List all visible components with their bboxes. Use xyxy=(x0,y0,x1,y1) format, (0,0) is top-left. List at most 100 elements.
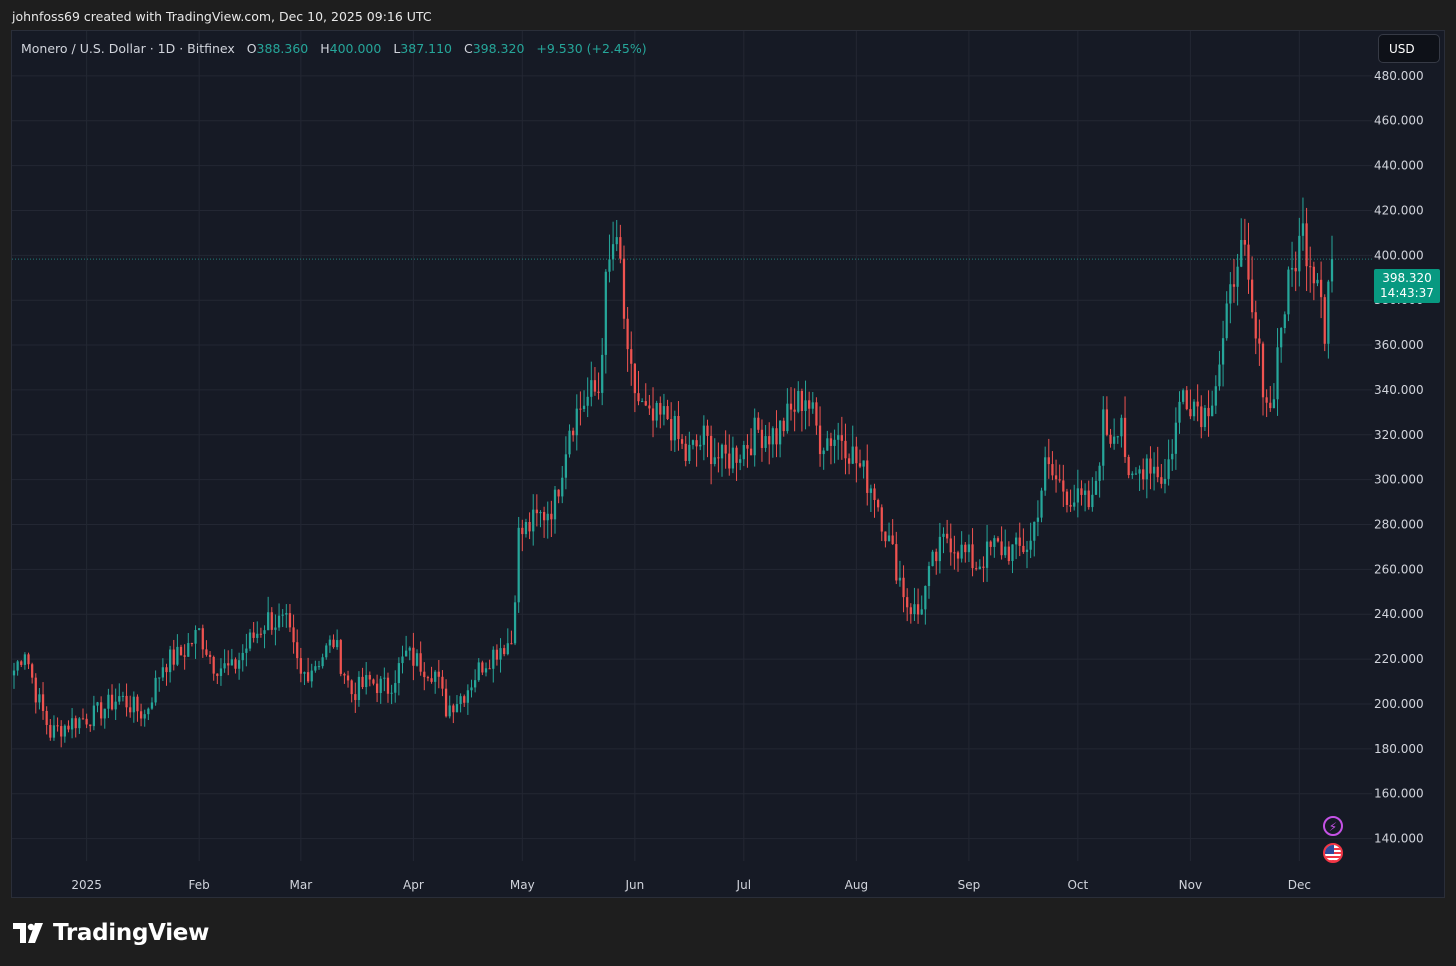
candle-body xyxy=(328,639,332,646)
candle xyxy=(85,713,88,729)
candle xyxy=(1265,389,1268,418)
candle xyxy=(455,695,459,713)
price-chart[interactable]: 140.000 160.000 180.000 200.000 220.000 240.0… xyxy=(12,31,1445,898)
candle-body xyxy=(187,643,190,657)
candle xyxy=(237,652,241,680)
chart-frame[interactable]: 140.000 160.000 180.000 200.000 220.000 240.0… xyxy=(11,30,1445,898)
candle-body xyxy=(441,676,444,689)
x-tick-label: May xyxy=(510,878,535,892)
candle xyxy=(659,396,662,429)
y-axis: 140.000 160.000 180.000 200.000 220.000 240.0… xyxy=(1374,69,1424,846)
candle-body xyxy=(1290,267,1294,270)
candle xyxy=(161,658,164,681)
candle-body xyxy=(12,670,16,676)
candle xyxy=(92,695,96,731)
candle-body xyxy=(1069,504,1072,507)
candle xyxy=(528,512,531,540)
candle xyxy=(169,645,172,683)
tradingview-logo[interactable]: TradingView xyxy=(13,920,209,946)
candle-body xyxy=(1091,494,1094,508)
candle xyxy=(673,410,676,452)
candle xyxy=(1094,471,1098,495)
candle xyxy=(310,663,313,688)
candle-body xyxy=(1058,479,1061,481)
candle xyxy=(328,635,332,653)
candle-body xyxy=(63,725,66,737)
candle xyxy=(1011,544,1014,574)
candle xyxy=(720,443,724,477)
candle xyxy=(920,595,923,615)
candle xyxy=(539,510,542,528)
candle xyxy=(902,565,905,613)
candle xyxy=(477,658,480,682)
candle-body xyxy=(1131,473,1134,476)
candle-body xyxy=(597,391,600,393)
candle xyxy=(1120,414,1123,448)
candle xyxy=(441,670,444,697)
last-price-tag: 398.320 14:43:37 xyxy=(1374,269,1440,303)
candle xyxy=(1254,300,1257,355)
candle-body xyxy=(1309,266,1312,268)
y-tick-label: 240.000 xyxy=(1374,607,1424,621)
candle-body xyxy=(1156,466,1159,478)
candle-body xyxy=(826,438,829,451)
candle-body xyxy=(1203,407,1207,428)
candle-body xyxy=(546,513,549,521)
candle xyxy=(401,645,404,674)
candle xyxy=(1182,388,1185,405)
candle-body xyxy=(165,667,168,673)
us-flag-icon[interactable] xyxy=(1323,843,1343,863)
candle-body xyxy=(713,457,716,465)
candle-body xyxy=(1294,267,1297,272)
candle xyxy=(1087,480,1090,510)
candle-body xyxy=(343,673,346,676)
close-key: C xyxy=(463,41,473,56)
candle xyxy=(1025,540,1029,569)
candle xyxy=(564,436,568,490)
candle-body xyxy=(1160,477,1163,484)
candle-body xyxy=(582,405,586,409)
candle xyxy=(263,625,266,649)
candle-body xyxy=(717,457,720,459)
candle-body xyxy=(960,544,963,559)
open-key: O xyxy=(246,41,257,56)
candle-body xyxy=(1283,314,1286,328)
candle-body xyxy=(1250,279,1254,313)
candle xyxy=(241,644,244,672)
candle xyxy=(1123,396,1127,463)
candle-body xyxy=(1014,537,1018,545)
candle xyxy=(829,432,833,465)
candle xyxy=(510,630,513,645)
candle xyxy=(198,627,201,631)
candle xyxy=(201,624,204,658)
lightning-icon[interactable]: ⚡ xyxy=(1323,816,1343,836)
candle-body xyxy=(1214,386,1217,406)
candle-body xyxy=(1323,297,1326,344)
candle-body xyxy=(931,551,934,567)
candle xyxy=(274,614,277,646)
candle-body xyxy=(593,380,597,392)
candle xyxy=(219,658,223,686)
candle-body xyxy=(517,527,520,603)
candle xyxy=(45,706,48,735)
currency-button[interactable]: USD xyxy=(1378,34,1440,63)
candle xyxy=(230,648,233,666)
candle xyxy=(459,693,462,713)
brand-name: TradingView xyxy=(53,920,210,946)
candle xyxy=(1214,375,1217,414)
candle-body xyxy=(16,661,19,671)
candle-body xyxy=(720,444,724,459)
candle xyxy=(444,679,448,718)
candle-body xyxy=(524,522,528,535)
candle-body xyxy=(1254,312,1257,339)
candle xyxy=(277,603,281,631)
high-value: 400.000 xyxy=(329,41,382,56)
candle-body xyxy=(1145,458,1148,480)
candle-body xyxy=(1171,453,1174,460)
candle xyxy=(1029,522,1032,559)
candle xyxy=(1076,469,1079,518)
candle xyxy=(368,671,371,687)
candle-body xyxy=(513,602,517,644)
candle-body xyxy=(568,430,571,455)
candle-body xyxy=(405,650,408,657)
